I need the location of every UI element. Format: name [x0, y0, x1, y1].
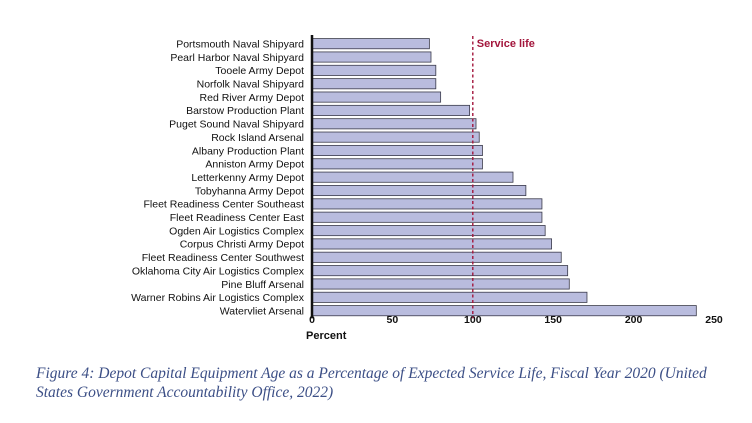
category-label: Barstow Production Plant	[186, 105, 304, 117]
bar	[311, 278, 570, 290]
x-tick-label: 150	[544, 314, 562, 326]
bar	[311, 238, 552, 250]
bar	[311, 211, 543, 223]
bar	[311, 198, 543, 210]
category-label: Watervliet Arsenal	[220, 305, 304, 317]
bar	[311, 131, 480, 143]
bar	[311, 78, 437, 90]
figure-caption: Figure 4: Depot Capital Equipment Age as…	[36, 365, 707, 401]
category-label: Rock Island Arsenal	[211, 132, 304, 144]
x-tick-label: 200	[625, 314, 643, 326]
category-label: Pearl Harbor Naval Shipyard	[170, 52, 304, 64]
service-life-label: Service life	[477, 38, 535, 50]
bars	[311, 38, 697, 317]
bar	[311, 225, 546, 237]
x-tick-label: 50	[387, 314, 399, 326]
bar	[311, 91, 442, 103]
bar	[311, 185, 527, 197]
category-label: Tooele Army Depot	[215, 65, 304, 77]
category-label: Corpus Christi Army Depot	[180, 239, 304, 251]
bar	[311, 64, 437, 76]
x-tick-label: 0	[309, 314, 315, 326]
category-label: Portsmouth Naval Shipyard	[176, 38, 304, 50]
bar-chart: Portsmouth Naval Shipyard Pearl Harbor Na…	[131, 35, 723, 342]
category-label: Tobyhanna Army Depot	[195, 185, 304, 197]
category-label: Fleet Readiness Center Southwest	[142, 252, 304, 264]
bar	[311, 251, 562, 263]
bar	[311, 171, 514, 183]
bar	[311, 158, 483, 170]
bar	[311, 118, 477, 130]
category-labels: Portsmouth Naval Shipyard Pearl Harbor Na…	[131, 38, 305, 317]
category-label: Warner Robins Air Logistics Complex	[131, 292, 305, 304]
x-axis-title: Percent	[306, 330, 347, 342]
x-tick-label: 100	[464, 314, 482, 326]
category-label: Albany Production Plant	[192, 145, 304, 157]
category-label: Oklahoma City Air Logistics Complex	[132, 265, 305, 277]
bar	[311, 104, 470, 116]
bar	[311, 51, 432, 63]
category-label: Norfolk Naval Shipyard	[197, 79, 305, 91]
category-label: Fleet Readiness Center Southeast	[143, 199, 304, 211]
category-label: Fleet Readiness Center East	[170, 212, 304, 224]
x-tick-label: 250	[705, 314, 723, 326]
bar	[311, 265, 569, 277]
category-label: Anniston Army Depot	[205, 159, 304, 171]
bar	[311, 291, 588, 303]
category-label: Letterkenny Army Depot	[191, 172, 304, 184]
category-label: Pine Bluff Arsenal	[221, 279, 304, 291]
x-tick-labels: 0 50 100 150 200 250	[309, 314, 723, 326]
bar	[311, 144, 483, 156]
category-label: Ogden Air Logistics Complex	[169, 225, 305, 237]
category-label: Red River Army Depot	[200, 92, 305, 104]
category-label: Puget Sound Naval Shipyard	[169, 119, 304, 131]
bar	[311, 38, 430, 50]
